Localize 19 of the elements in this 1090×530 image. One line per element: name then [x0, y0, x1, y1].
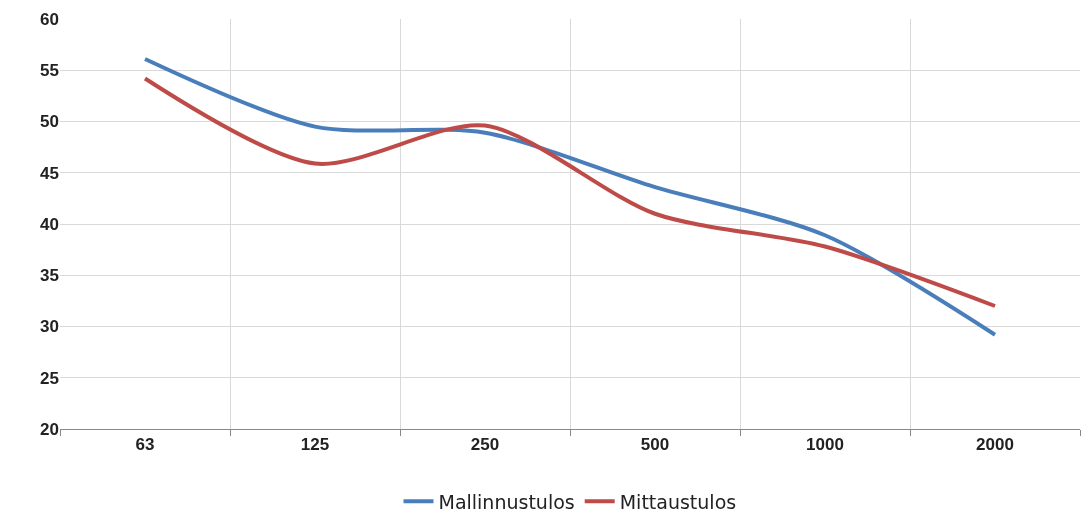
y-tick-label: 50 [40, 112, 59, 132]
y-tick-label: 35 [40, 266, 59, 286]
x-tick-label: 1000 [806, 435, 844, 455]
y-tick-label: 45 [40, 163, 59, 183]
line-series [143, 56, 997, 337]
y-tick-label: 55 [40, 61, 59, 81]
legend-label: Mallinnustulos [438, 490, 575, 513]
x-tick-label: 2000 [976, 435, 1014, 455]
y-tick-label: 60 [40, 9, 59, 29]
x-tick-label: 250 [470, 435, 500, 455]
y-tick-label: 20 [40, 419, 59, 439]
x-tick-label: 63 [135, 435, 155, 455]
y-tick-label: 25 [40, 368, 59, 388]
legend-label: Mittaustulos [619, 490, 737, 513]
line-series [143, 76, 997, 308]
y-tick-label: 30 [40, 317, 59, 337]
x-tick-label: 125 [300, 435, 330, 455]
y-tick-label: 40 [40, 214, 59, 234]
x-tick-label: 500 [640, 435, 670, 455]
